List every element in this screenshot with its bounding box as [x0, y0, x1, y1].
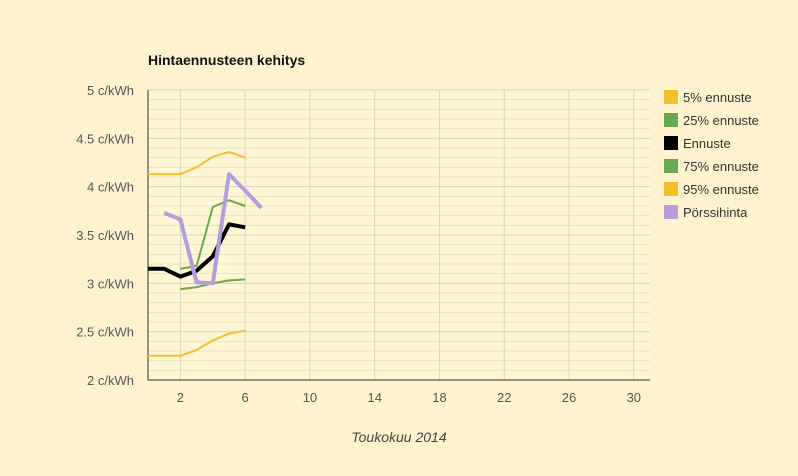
- axes: 2 c/kWh 2.5 c/kWh 3 c/kWh 3.5 c/kWh 4 c/kWh 4…: [76, 83, 650, 405]
- legend-swatch-95-ennuste: [664, 182, 678, 196]
- y-tick-label: 4.5 c/kWh: [76, 131, 134, 146]
- x-tick-label: 22: [497, 390, 511, 405]
- legend-swatch-25-ennuste: [664, 113, 678, 127]
- legend-label-25-ennuste: 25% ennuste: [683, 113, 759, 128]
- legend-swatch-5-ennuste: [664, 90, 678, 104]
- grid: [148, 89, 650, 381]
- x-tick-label: 14: [367, 390, 381, 405]
- y-tick-label: 2 c/kWh: [87, 373, 134, 388]
- legend-label-95-ennuste: 95% ennuste: [683, 182, 759, 197]
- x-axis-label: Toukokuu 2014: [351, 429, 446, 445]
- x-tick-label: 26: [562, 390, 576, 405]
- chart-title: Hintaennusteen kehitys: [148, 52, 305, 68]
- x-tick-label: 30: [627, 390, 641, 405]
- legend-swatch-ennuste: [664, 136, 678, 150]
- y-tick-label: 3 c/kWh: [87, 276, 134, 291]
- series-line-ennuste: [148, 222, 246, 279]
- y-tick-label: 5 c/kWh: [87, 83, 134, 98]
- x-tick-label: 10: [303, 390, 317, 405]
- y-tick-label: 3.5 c/kWh: [76, 228, 134, 243]
- x-tick-label: 2: [177, 390, 184, 405]
- series-line-95-ennuste: [148, 150, 246, 176]
- legend-label-75-ennuste: 75% ennuste: [683, 159, 759, 174]
- series-line-p-rssihinta: [163, 172, 263, 286]
- x-tick-label: 18: [432, 390, 446, 405]
- series-layer: [148, 150, 263, 357]
- legend: 5% ennuste 25% ennuste Ennuste 75% ennuste 9…: [664, 90, 759, 220]
- legend-label-5-ennuste: 5% ennuste: [683, 90, 752, 105]
- y-tick-label: 2.5 c/kWh: [76, 325, 134, 340]
- legend-label-ennuste: Ennuste: [683, 136, 731, 151]
- x-tick-label: 6: [242, 390, 249, 405]
- legend-swatch-p-rssihinta: [664, 205, 678, 219]
- legend-label-p-rssihinta: Pörssihinta: [683, 205, 748, 220]
- series-line-5-ennuste: [148, 329, 246, 357]
- legend-swatch-75-ennuste: [664, 159, 678, 173]
- y-tick-label: 4 c/kWh: [87, 180, 134, 195]
